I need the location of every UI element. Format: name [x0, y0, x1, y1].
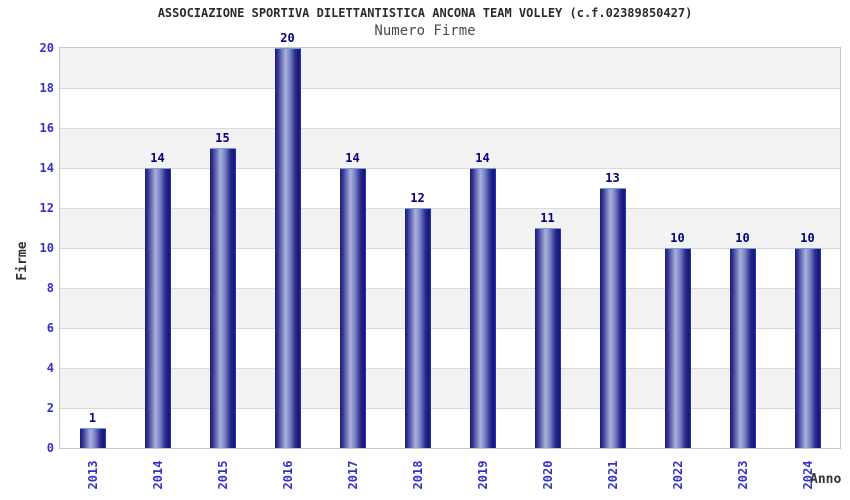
x-tick-2017: 2017 [345, 460, 360, 490]
bar-2022 [664, 248, 691, 448]
x-tick-2014: 2014 [150, 460, 165, 490]
y-tick-4: 4 [46, 361, 54, 375]
value-label-2021: 13 [605, 171, 620, 185]
y-tick-14: 14 [39, 161, 54, 175]
bar-2016 [274, 48, 301, 448]
gridline [60, 168, 840, 169]
bar-2020 [534, 228, 561, 448]
y-tick-12: 12 [39, 201, 54, 215]
y-tick-2: 2 [46, 401, 54, 415]
value-label-2023: 10 [735, 231, 750, 245]
gridline [60, 408, 840, 409]
gridline [60, 328, 840, 329]
y-tick-0: 0 [46, 441, 54, 455]
value-label-2024: 10 [800, 231, 815, 245]
x-tick-2015: 2015 [215, 460, 230, 490]
bar-2014 [144, 168, 171, 448]
gridline [60, 248, 840, 249]
value-label-2015: 15 [215, 131, 230, 145]
y-tick-16: 16 [39, 121, 54, 135]
gridline [60, 128, 840, 129]
value-label-2016: 20 [280, 31, 295, 45]
value-label-2014: 14 [150, 151, 165, 165]
x-tick-2013: 2013 [85, 460, 100, 490]
bar-2021 [599, 188, 626, 448]
value-label-2022: 10 [670, 231, 685, 245]
x-tick-2018: 2018 [410, 460, 425, 490]
y-tick-10: 10 [39, 241, 54, 255]
bar-2015 [209, 148, 236, 448]
value-label-2018: 12 [410, 191, 425, 205]
x-tick-2019: 2019 [475, 460, 490, 490]
bar-2019 [469, 168, 496, 448]
value-label-2017: 14 [345, 151, 360, 165]
value-label-2020: 11 [540, 211, 555, 225]
y-tick-8: 8 [46, 281, 54, 295]
bar-2023 [729, 248, 756, 448]
x-axis-title: Anno [810, 472, 842, 487]
plot-area: 1 14 15 20 14 12 14 11 13 10 10 10 [60, 31, 840, 448]
bar-2013 [79, 428, 106, 448]
x-tick-2016: 2016 [280, 460, 295, 490]
gridline [60, 288, 840, 289]
gridline [60, 208, 840, 209]
x-tick-2023: 2023 [735, 460, 750, 490]
x-tick-2020: 2020 [540, 460, 555, 490]
bar-2018 [404, 208, 431, 448]
value-label-2013: 1 [88, 411, 97, 425]
y-tick-6: 6 [46, 321, 54, 335]
chart-title: ASSOCIAZIONE SPORTIVA DILETTANTISTICA AN… [157, 6, 693, 20]
y-tick-20: 20 [39, 41, 54, 55]
chart-subtitle: Numero Firme [374, 23, 476, 39]
y-tick-18: 18 [39, 81, 54, 95]
value-label-2019: 14 [475, 151, 490, 165]
x-tick-2022: 2022 [670, 460, 685, 490]
bar-2017 [339, 168, 366, 448]
gridline [60, 88, 840, 89]
x-tick-2024: 2024 [800, 460, 815, 490]
bar-2024 [794, 248, 821, 448]
gridline [60, 368, 840, 369]
x-tick-2021: 2021 [605, 460, 620, 490]
